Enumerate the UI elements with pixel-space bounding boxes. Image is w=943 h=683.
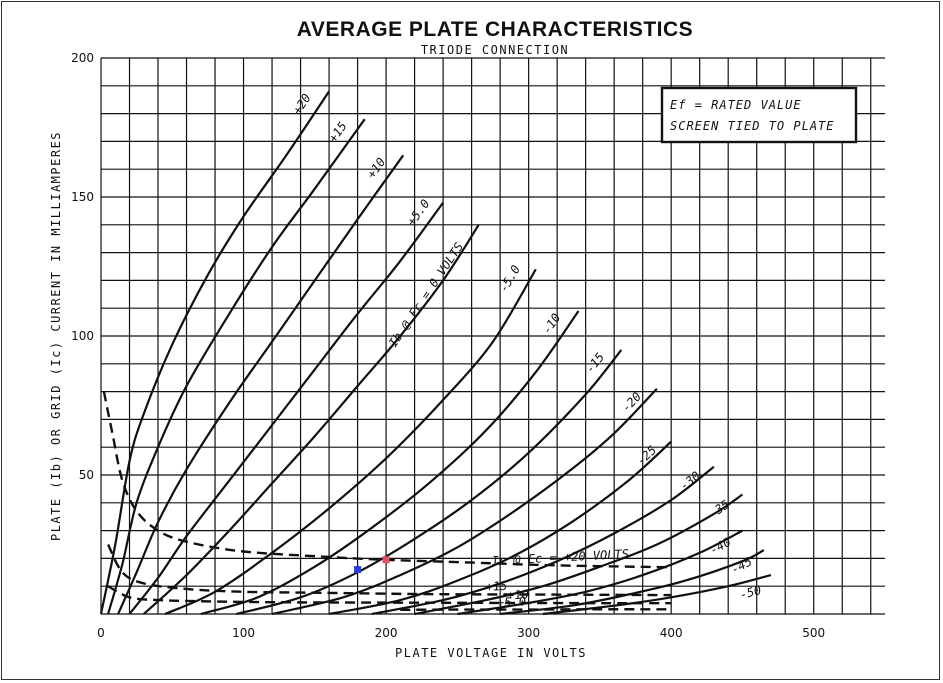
y-tick-label: 50 bbox=[79, 468, 94, 482]
grid-current-curve-ic-15 bbox=[107, 543, 672, 597]
marker-red bbox=[382, 556, 390, 564]
grid bbox=[100, 57, 885, 615]
plate-curve-15 bbox=[107, 118, 366, 615]
curves bbox=[99, 90, 772, 616]
curve-label-30: -30 bbox=[677, 469, 703, 493]
note-line-2: SCREEN TIED TO PLATE bbox=[670, 119, 835, 133]
grid-current-curve-ic-10 bbox=[107, 585, 672, 605]
y-tick-label: 100 bbox=[71, 329, 94, 343]
grid-current-label: Ic @ Ec = +20 VOLTS bbox=[491, 547, 629, 568]
chart-title: AVERAGE PLATE CHARACTERISTICS bbox=[297, 18, 693, 41]
note-box-border bbox=[660, 86, 858, 144]
plate-curve-15 bbox=[236, 349, 623, 616]
plate-curve-5-0 bbox=[164, 268, 537, 616]
curve-label-20: -20 bbox=[619, 390, 644, 415]
markers bbox=[354, 556, 390, 574]
curve-label-10: +10 bbox=[364, 155, 388, 181]
x-tick-label: 200 bbox=[375, 626, 398, 640]
plate-curve-10 bbox=[117, 154, 405, 615]
x-axis-label: PLATE VOLTAGE IN VOLTS bbox=[395, 646, 587, 660]
plate-curve-5-0 bbox=[128, 201, 444, 615]
curve-label-ic-10: +10 bbox=[507, 587, 529, 602]
plate-curve-20 bbox=[271, 388, 658, 616]
curve-label-50: -50 bbox=[738, 583, 763, 602]
curve-label-ic-5-0: +5.0 bbox=[497, 594, 527, 609]
y-tick-label: 200 bbox=[71, 51, 94, 65]
curve-label-10: -10 bbox=[539, 311, 563, 337]
plate-curve-40 bbox=[457, 529, 744, 616]
plate-curve-20 bbox=[99, 90, 331, 615]
marker-blue bbox=[354, 566, 362, 574]
plate-curve-45 bbox=[499, 549, 765, 616]
note-line-1: Ef = RATED VALUE bbox=[670, 98, 802, 112]
plate-current-label: Ib @ Ec = 0 VOLTS bbox=[386, 240, 466, 350]
plate-curve-25 bbox=[328, 440, 672, 616]
plate-curve-30 bbox=[371, 465, 715, 616]
x-tick-label: 500 bbox=[802, 626, 825, 640]
grid-current-curve-ic-5-0 bbox=[400, 608, 672, 611]
plate-curve-50 bbox=[542, 574, 772, 616]
y-axis-label: PLATE (Ib) OR GRID (Ic) CURRENT IN MILLI… bbox=[49, 131, 63, 541]
note-box: Ef = RATED VALUE SCREEN TIED TO PLATE bbox=[660, 86, 858, 144]
x-tick-label: 100 bbox=[232, 626, 255, 640]
x-tick-label: 400 bbox=[660, 626, 683, 640]
curve-label-ic-15: +15 bbox=[485, 579, 507, 594]
x-tick-label: 0 bbox=[97, 626, 105, 640]
plate-curve-0 bbox=[143, 224, 480, 615]
axis-ticks: 0 100 200 300 400 500 50 100 150 200 bbox=[71, 51, 825, 640]
grid-current-curve-ic-20 bbox=[102, 391, 672, 569]
chart-subtitle: TRIODE CONNECTION bbox=[421, 43, 569, 57]
x-tick-label: 300 bbox=[517, 626, 540, 640]
plate-curve-10 bbox=[200, 310, 580, 616]
y-tick-label: 150 bbox=[71, 190, 94, 204]
